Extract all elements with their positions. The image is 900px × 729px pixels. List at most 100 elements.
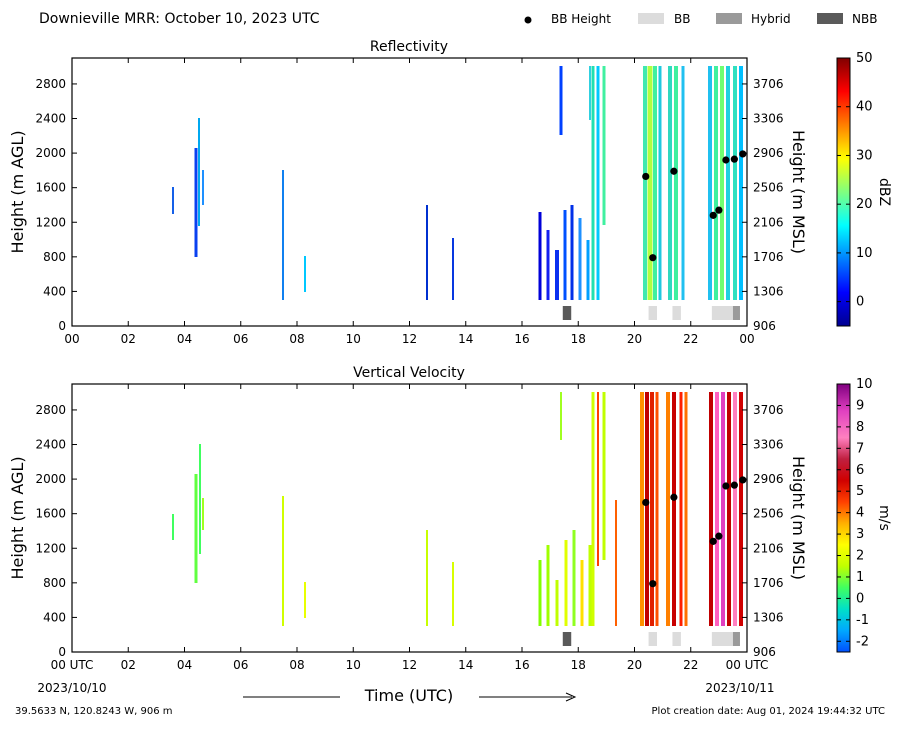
- header-legend: BB Height BB Hybrid NBB: [524, 12, 877, 26]
- bb-height-point: [642, 498, 650, 507]
- x-tick-label: 00 UTC: [726, 658, 769, 672]
- bb-class-segment: [672, 306, 681, 320]
- x-tick-label: 18: [571, 658, 586, 672]
- y-tick-label-right: 906: [753, 319, 776, 333]
- colorbar-tick-label: 5: [856, 484, 864, 499]
- bb-height-point: [709, 537, 717, 545]
- colorbar-tick-label: 40: [856, 100, 873, 115]
- hybrid-legend-label: Hybrid: [751, 12, 791, 26]
- velocity-title: Vertical Velocity: [353, 365, 465, 381]
- colorbar-tick-label: 4: [856, 506, 864, 521]
- x-tick-label: 00: [739, 332, 754, 346]
- y-tick-label: 800: [43, 250, 66, 264]
- bb-legend-swatch: [638, 13, 664, 24]
- y-tick-label: 400: [43, 284, 66, 298]
- x-tick-label: 22: [683, 332, 698, 346]
- reflectivity-bb-classification: [562, 306, 740, 320]
- time-axis-label: Time (UTC): [364, 686, 453, 705]
- x-tick-label: 10: [346, 658, 361, 672]
- bb-height-legend-marker: [524, 16, 532, 24]
- reflectivity-title: Reflectivity: [370, 39, 448, 55]
- y-tick-label: 2800: [35, 77, 66, 91]
- y-tick-label: 0: [58, 645, 66, 659]
- bb-class-segment: [711, 306, 733, 320]
- y-tick-label-right: 1306: [753, 284, 784, 298]
- x-tick-label: 10: [346, 332, 361, 346]
- reflectivity-colorbar: [836, 57, 851, 327]
- y-tick-label-right: 2506: [753, 181, 784, 195]
- colorbar-tick-label: 6: [856, 463, 864, 478]
- velocity-colorbar-label: m/s: [876, 505, 892, 531]
- bb-height-point: [730, 481, 738, 489]
- y-tick-label: 800: [43, 576, 66, 590]
- hybrid-legend-swatch: [716, 13, 742, 24]
- y-tick-label-right: 2106: [753, 215, 784, 229]
- y-tick-label-right: 1706: [753, 576, 784, 590]
- station-location: 39.5633 N, 120.8243 W, 906 m: [15, 706, 173, 717]
- x-tick-label: 04: [177, 658, 192, 672]
- bb-class-segment: [562, 306, 572, 320]
- bb-height-point: [709, 211, 717, 219]
- x-tick-label: 00 UTC: [51, 658, 94, 672]
- x-tick-label: 12: [402, 658, 417, 672]
- colorbar-tick-label: 8: [856, 420, 864, 435]
- bb-height-point: [715, 532, 723, 540]
- y-tick-label: 2000: [35, 472, 66, 486]
- velocity-colorbar: [836, 383, 851, 653]
- x-tick-label: 06: [233, 332, 248, 346]
- colorbar-tick-label: 10: [856, 377, 873, 392]
- bb-class-segment: [562, 632, 572, 646]
- y-tick-label-right: 2906: [753, 146, 784, 160]
- colorbar-tick-label: 1: [856, 570, 864, 585]
- nbb-legend-swatch: [817, 13, 843, 24]
- bb-height-point: [670, 493, 678, 501]
- x-tick-label: 08: [289, 658, 304, 672]
- colorbar-tick-label: 7: [856, 441, 864, 456]
- x-tick-label: 08: [289, 332, 304, 346]
- start-date: 2023/10/10: [37, 681, 106, 695]
- y-tick-label: 2800: [35, 403, 66, 417]
- bb-class-segment: [672, 632, 681, 646]
- colorbar-tick-label: 30: [856, 148, 873, 163]
- colorbar-tick-label: 50: [856, 51, 873, 66]
- bb-height-point: [722, 156, 730, 164]
- x-tick-label: 02: [121, 332, 136, 346]
- x-tick-label: 00: [64, 332, 79, 346]
- x-tick-label: 02: [121, 658, 136, 672]
- y-tick-label: 1200: [35, 541, 66, 555]
- colorbar-tick-label: 20: [856, 197, 873, 212]
- y-tick-label: 1200: [35, 215, 66, 229]
- y-tick-label: 400: [43, 610, 66, 624]
- y-tick-label: 2000: [35, 146, 66, 160]
- x-tick-label: 22: [683, 658, 698, 672]
- reflectivity-plot-frame: [71, 57, 748, 327]
- colorbar-tick-label: -2: [856, 634, 869, 649]
- time-arrow-head: [565, 692, 577, 702]
- bb-height-point: [739, 150, 747, 158]
- reflectivity-ylabel-right: Height (m MSL): [789, 130, 808, 254]
- bb-height-point: [715, 206, 723, 214]
- x-tick-label: 20: [627, 658, 642, 672]
- end-date: 2023/10/11: [705, 681, 774, 695]
- velocity-plot-frame: [71, 383, 748, 653]
- reflectivity-ylabel: Height (m AGL): [8, 130, 27, 253]
- y-tick-label-right: 3306: [753, 112, 784, 126]
- velocity-echoes: [172, 392, 743, 626]
- bb-class-segment: [711, 632, 733, 646]
- bb-height-point: [670, 167, 678, 175]
- colorbar-tick-label: 10: [856, 246, 873, 261]
- x-tick-label: 06: [233, 658, 248, 672]
- y-tick-label-right: 1706: [753, 250, 784, 264]
- bb-height-point: [642, 172, 650, 181]
- velocity-colorbar-ticks: -2 -1 0 1 2 3 4 5 6 7 8 9 10: [837, 377, 873, 649]
- bb-height-point: [722, 482, 730, 490]
- y-tick-label-right: 3706: [753, 403, 784, 417]
- colorbar-tick-label: -1: [856, 613, 869, 628]
- bb-class-segment: [648, 306, 657, 320]
- velocity-bb-points: [642, 476, 747, 588]
- x-tick-label: 18: [571, 332, 586, 346]
- bb-height-point: [739, 476, 747, 484]
- bb-height-point: [649, 580, 657, 588]
